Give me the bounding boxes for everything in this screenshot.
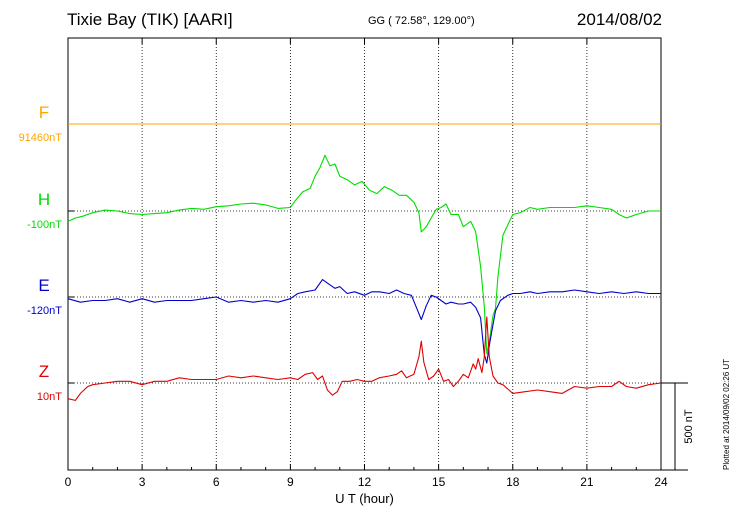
x-tick-label: 9	[287, 475, 294, 489]
series-name-h: H	[38, 190, 50, 209]
x-tick-label: 12	[358, 475, 372, 489]
series-name-e: E	[38, 276, 49, 295]
x-tick-label: 15	[432, 475, 446, 489]
series-baseline-h: -100nT	[27, 219, 62, 231]
series-name-z: Z	[39, 362, 49, 381]
scale-bar-label: 500 nT	[683, 409, 695, 444]
series-line-z	[67, 316, 662, 401]
x-tick-label: 21	[580, 475, 594, 489]
date-label: 2014/08/02	[576, 10, 662, 29]
station-title: Tixie Bay (TIK) [AARI]	[67, 10, 233, 29]
x-tick-label: 6	[213, 475, 220, 489]
x-tick-label: 18	[506, 475, 520, 489]
coordinates-label: GG ( 72.58°, 129.00°)	[368, 15, 475, 27]
series-name-f: F	[39, 103, 49, 122]
x-tick-label: 3	[139, 475, 146, 489]
series-baseline-e: -120nT	[27, 305, 62, 317]
series-baseline-z: 10nT	[37, 391, 62, 403]
series-line-h	[67, 154, 661, 355]
x-axis-label: U T (hour)	[335, 491, 394, 506]
x-tick-label: 24	[654, 475, 668, 489]
x-tick-label: 0	[65, 475, 72, 489]
series-baseline-f: 91460nT	[19, 132, 63, 144]
series-line-e	[67, 279, 661, 364]
